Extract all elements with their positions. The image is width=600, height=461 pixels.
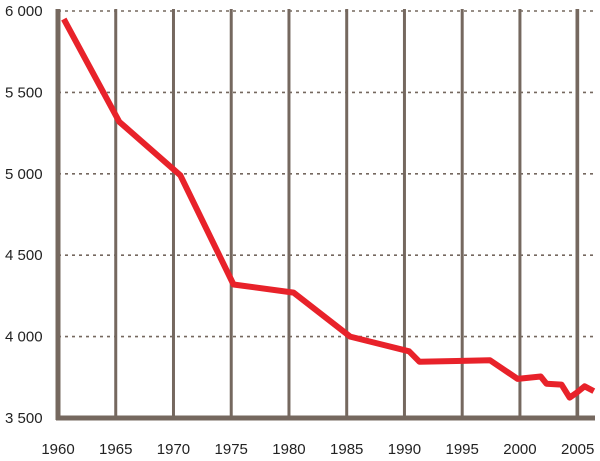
y-tick-label-3500: 3 500 <box>5 410 43 427</box>
x-tick-labels: 1960 1965 1970 1975 1980 1985 1990 1995 2000 2005 <box>41 441 594 458</box>
y-tick-label-4500: 4 500 <box>5 247 43 264</box>
x-tick-label-1965: 1965 <box>99 441 132 458</box>
axes <box>55 9 595 421</box>
x-tick-label-1995: 1995 <box>446 441 479 458</box>
y-tick-label-5500: 5 500 <box>5 84 43 101</box>
x-tick-label-2000: 2000 <box>503 441 536 458</box>
x-tick-label-1975: 1975 <box>215 441 248 458</box>
x-tick-label-1960: 1960 <box>41 441 74 458</box>
y-tick-label-4000: 4 000 <box>5 329 43 346</box>
x-tick-label-1985: 1985 <box>330 441 363 458</box>
series-line-0 <box>61 17 596 401</box>
x-tick-label-2005: 2005 <box>561 441 594 458</box>
x-tick-label-1990: 1990 <box>388 441 421 458</box>
y-tick-label-6000: 6 000 <box>5 3 43 20</box>
vertical-grid <box>114 9 580 418</box>
x-tick-label-1970: 1970 <box>157 441 190 458</box>
x-tick-label-1980: 1980 <box>272 441 305 458</box>
series-group <box>61 17 596 401</box>
horizontal-grid <box>58 10 595 338</box>
y-tick-label-5000: 5 000 <box>5 166 43 183</box>
y-tick-labels: 3 500 4 000 4 500 5 000 5 500 6 000 <box>5 3 43 427</box>
